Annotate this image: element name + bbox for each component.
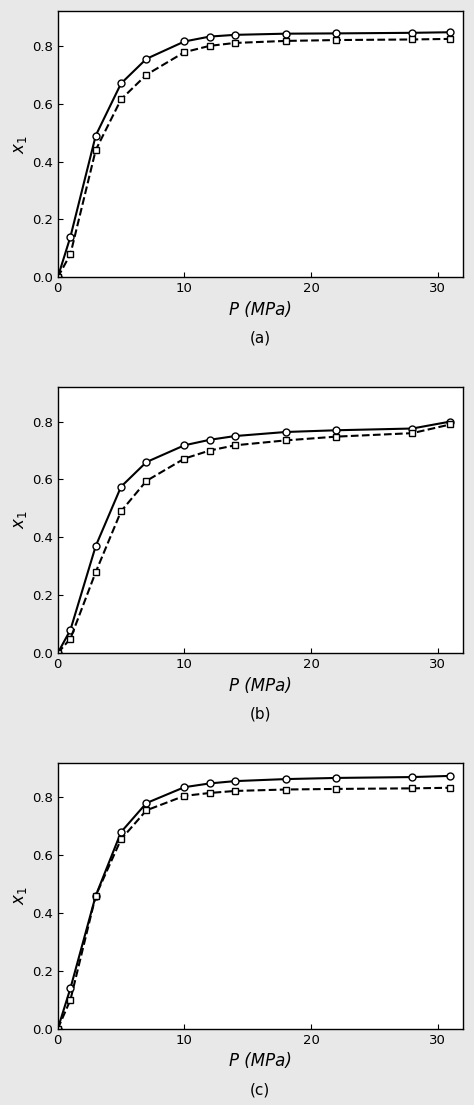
Text: (b): (b): [250, 706, 271, 722]
X-axis label: P (MPa): P (MPa): [229, 301, 292, 318]
Text: (c): (c): [250, 1082, 271, 1097]
X-axis label: P (MPa): P (MPa): [229, 1052, 292, 1071]
Y-axis label: $x_1$: $x_1$: [11, 135, 29, 154]
Text: (a): (a): [250, 330, 271, 346]
X-axis label: P (MPa): P (MPa): [229, 676, 292, 695]
Y-axis label: $x_1$: $x_1$: [11, 886, 29, 905]
Y-axis label: $x_1$: $x_1$: [11, 511, 29, 529]
